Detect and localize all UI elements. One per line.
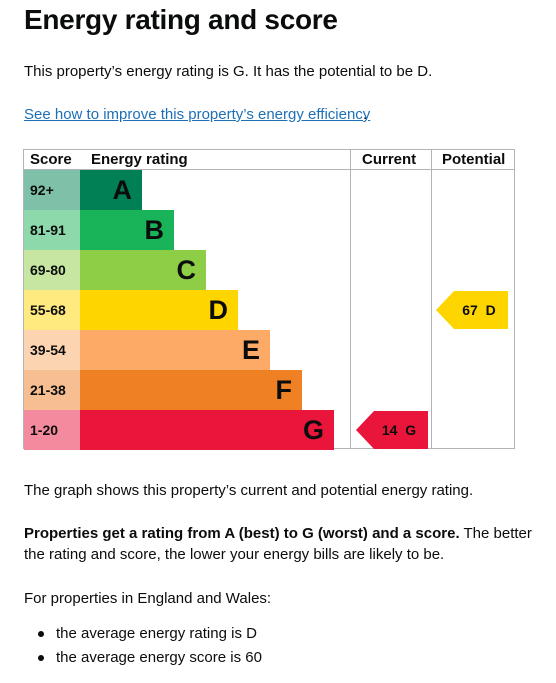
band-score-label: 39-54	[30, 342, 66, 358]
band-bar-c: C	[80, 250, 206, 290]
band-score-g: 1-20	[24, 410, 80, 450]
band-letter: A	[112, 175, 133, 205]
band-score-f: 21-38	[24, 370, 80, 410]
band-letter: B	[144, 215, 165, 245]
rating-info-bold: Properties get a rating from A (best) to…	[24, 525, 460, 542]
band-score-label: 69-80	[30, 262, 66, 278]
band-letter: E	[241, 335, 260, 365]
current-rating-arrow: 14 G	[356, 411, 428, 449]
band-score-label: 21-38	[30, 382, 66, 398]
band-score-c: 69-80	[24, 250, 80, 290]
potential-rating-arrow: 67 D	[436, 291, 508, 329]
band-bar-f: F	[80, 370, 302, 410]
region-note: For properties in England and Wales:	[24, 590, 272, 607]
list-item: the average energy rating is D	[24, 622, 262, 646]
page-title: Energy rating and score	[24, 4, 338, 35]
band-bar-g: G	[80, 410, 334, 450]
band-score-label: 1-20	[30, 422, 59, 438]
band-bar-d: D	[80, 290, 238, 330]
band-letter: G	[302, 415, 324, 445]
header-divider	[24, 169, 514, 170]
list-item: the average energy score is 60	[24, 646, 262, 670]
band-score-a: 92+	[24, 170, 80, 210]
averages-list: the average energy rating is D the avera…	[24, 622, 262, 670]
band-bar-a: A	[80, 170, 142, 210]
band-bar-b: B	[80, 210, 174, 250]
rating-info-rest: The better	[459, 525, 532, 542]
energy-rating-chart: Score Energy rating Current Potential 92…	[23, 149, 515, 450]
current-column-header: Current	[362, 151, 417, 168]
potential-column-divider	[431, 150, 432, 448]
band-score-b: 81-91	[24, 210, 80, 250]
current-column-divider	[350, 150, 351, 448]
score-column-header: Score	[30, 151, 72, 168]
potential-rating-arrow-label: 67 D	[462, 302, 496, 318]
band-score-label: 92+	[30, 182, 54, 198]
graph-note: The graph shows this property’s current …	[24, 482, 474, 499]
band-score-d: 55-68	[24, 290, 80, 330]
rating-column-header: Energy rating	[91, 151, 188, 168]
current-rating-arrow-label: 14 G	[381, 422, 417, 438]
band-score-label: 55-68	[30, 302, 66, 318]
band-score-e: 39-54	[24, 330, 80, 370]
rating-info-line2: the rating and score, the lower your ene…	[24, 546, 445, 563]
improve-efficiency-link[interactable]: See how to improve this property’s energ…	[24, 106, 371, 123]
band-letter: F	[275, 375, 293, 405]
rating-info: Properties get a rating from A (best) to…	[24, 523, 532, 565]
band-letter: C	[176, 255, 197, 285]
band-letter: D	[208, 295, 229, 325]
intro-text: This property’s energy rating is G. It h…	[24, 63, 433, 80]
improve-link-period: .	[363, 106, 368, 123]
band-bar-e: E	[80, 330, 270, 370]
potential-column-header: Potential	[442, 151, 506, 168]
band-score-label: 81-91	[30, 222, 66, 238]
